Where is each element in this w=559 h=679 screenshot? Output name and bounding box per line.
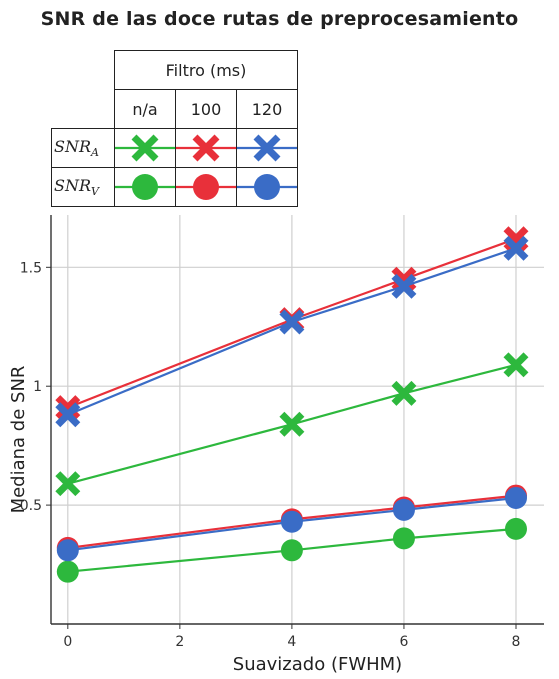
series-line-v-100	[67, 494, 517, 549]
legend-row-label: SNR	[54, 136, 92, 156]
legend-column-na: n/a	[114, 89, 176, 129]
x-marker-stroke	[391, 266, 417, 292]
legend-symbol-svg	[176, 134, 236, 162]
series-line-v-na	[67, 527, 517, 573]
legend-x-marker	[131, 134, 159, 162]
data-point-circle	[56, 560, 79, 583]
legend-circle-marker	[254, 174, 280, 200]
legend-symbol-a-100	[175, 128, 237, 168]
data-point-x	[391, 273, 417, 299]
legend-symbol-v-120	[236, 167, 298, 207]
data-point-circle	[280, 539, 303, 562]
x-tick-label: 4	[287, 634, 296, 650]
legend-symbol-a-na	[114, 128, 176, 168]
data-point-circle	[280, 510, 303, 533]
legend-symbol-svg	[176, 174, 236, 200]
legend-row-subscript: A	[91, 146, 99, 160]
legend-corner	[52, 51, 115, 90]
legend-symbol-v-100	[175, 167, 237, 207]
legend-column-100: 100	[175, 89, 237, 129]
data-point-circle	[504, 486, 527, 509]
data-point-x	[55, 471, 81, 497]
x-marker-stroke	[279, 309, 305, 335]
legend-circle-marker	[132, 174, 158, 200]
x-tick-label: 8	[512, 634, 521, 650]
x-axis-label: Suavizado (FWHM)	[233, 654, 402, 675]
y-tick-label: 1.5	[20, 260, 42, 276]
x-marker-stroke	[503, 235, 529, 261]
y-tick-label: 1	[33, 379, 42, 395]
legend-symbol-svg	[237, 174, 297, 200]
x-marker-stroke	[55, 395, 81, 421]
legend-column-120: 120	[236, 89, 298, 129]
series-line-a-120	[67, 247, 517, 416]
x-tick-label: 0	[63, 634, 72, 650]
x-marker-stroke	[131, 134, 159, 162]
legend: Filtro (ms) n/a 100 120 SNRA SNRV	[51, 50, 298, 207]
data-point-circle	[56, 539, 79, 562]
y-tick-label: 0.5	[20, 498, 42, 514]
axes: 0 2 4 6 8 0.5 1 1.5	[20, 215, 544, 650]
legend-x-marker	[253, 134, 281, 162]
legend-row-subscript: V	[91, 185, 99, 199]
series-line-a-na	[67, 363, 517, 485]
data-point-x	[391, 380, 417, 406]
data-point-x	[279, 309, 305, 335]
legend-symbol-svg	[115, 134, 175, 162]
legend-symbol-svg	[237, 134, 297, 162]
x-marker-stroke	[503, 352, 529, 378]
chart-title: SNR de las doce rutas de preprocesamient…	[40, 8, 519, 30]
x-marker-stroke	[55, 402, 81, 428]
y-axis-label: Mediana de SNR	[8, 366, 29, 514]
x-marker-stroke	[391, 380, 417, 406]
legend-symbol-a-120	[236, 128, 298, 168]
legend-symbol-svg	[115, 174, 175, 200]
data-point-circle	[392, 527, 415, 550]
data-point-x	[503, 235, 529, 261]
legend-circle-marker	[193, 174, 219, 200]
x-marker-stroke	[279, 411, 305, 437]
legend-corner	[52, 90, 115, 129]
legend-row-label: SNR	[54, 175, 92, 195]
x-marker-stroke	[55, 471, 81, 497]
series-line-a-100	[67, 237, 517, 409]
series	[55, 226, 529, 583]
data-point-circle	[392, 498, 415, 521]
data-point-x	[391, 266, 417, 292]
data-point-x	[55, 395, 81, 421]
x-marker-stroke	[253, 134, 281, 162]
data-point-x	[279, 411, 305, 437]
legend-x-marker	[192, 134, 220, 162]
x-marker-stroke	[192, 134, 220, 162]
data-point-circle	[504, 517, 527, 540]
legend-row-snr-a: SNRA	[51, 128, 115, 168]
series-line-v-120	[67, 496, 517, 552]
x-tick-label: 2	[175, 634, 184, 650]
legend-symbol-v-na	[114, 167, 176, 207]
legend-row-snr-v: SNRV	[51, 167, 115, 207]
x-tick-label: 6	[399, 634, 408, 650]
data-point-x	[503, 352, 529, 378]
x-marker-stroke	[391, 273, 417, 299]
data-point-x	[55, 402, 81, 428]
legend-group-header: Filtro (ms)	[114, 50, 298, 90]
